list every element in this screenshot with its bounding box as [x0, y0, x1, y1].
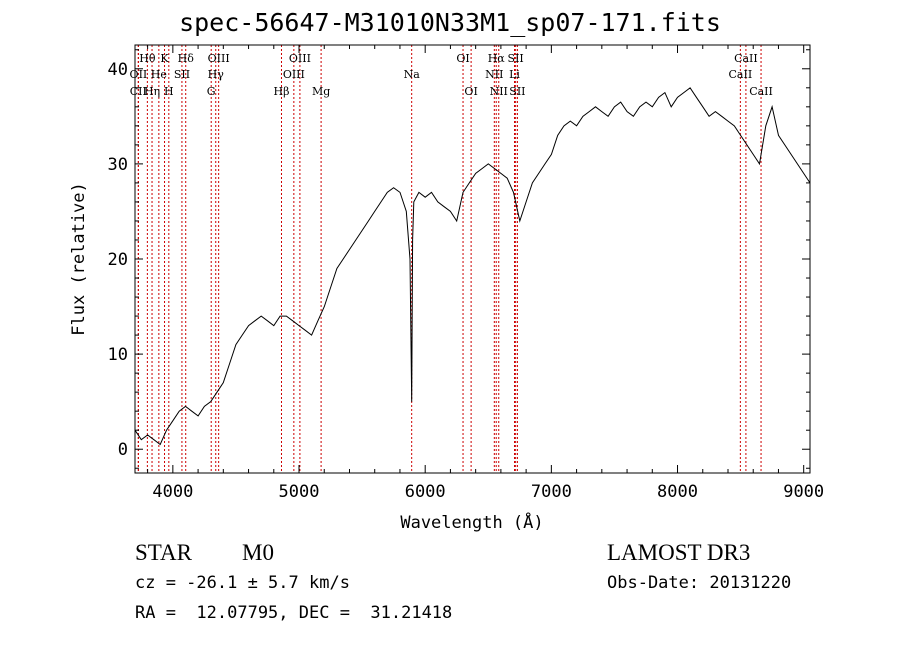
x-tick-label: 7000 — [531, 482, 572, 502]
line-marker-label: He — [151, 68, 167, 81]
line-marker-label: G — [207, 85, 216, 98]
x-tick-label: 9000 — [783, 482, 824, 502]
x-tick-label: 4000 — [152, 482, 193, 502]
x-axis-label: Wavelength (Å) — [400, 511, 543, 533]
spectrum-line — [134, 87, 811, 446]
coordinates: RA = 12.07795, DEC = 31.21418 — [135, 603, 453, 623]
x-tick-label: 6000 — [405, 482, 446, 502]
line-marker-label: K — [160, 52, 169, 65]
line-marker-label: CaII — [734, 52, 758, 65]
line-marker-label: Hγ — [208, 68, 225, 81]
x-tick-label: 5000 — [279, 482, 320, 502]
line-marker-label: Hα — [488, 52, 506, 65]
line-marker-label: CaII — [729, 68, 753, 81]
y-tick-label: 20 — [108, 250, 128, 270]
subclass-label: M0 — [242, 540, 274, 565]
y-axis-label: Flux (relative) — [69, 182, 89, 336]
cz-value: cz = -26.1 ± 5.7 km/s — [135, 573, 350, 593]
line-marker-label: OI — [456, 52, 469, 65]
chart-title: spec-56647-M31010N33M1_sp07-171.fits — [179, 8, 721, 37]
line-marker-label: CaII — [749, 85, 773, 98]
line-marker-label: NII — [485, 68, 503, 81]
line-marker-label: OII — [130, 68, 148, 81]
line-marker-label: OI — [464, 85, 477, 98]
line-marker-label: NII — [490, 85, 508, 98]
survey-label: LAMOST DR3 — [607, 540, 751, 565]
y-tick-label: 40 — [108, 60, 128, 80]
line-marker-label: CII — [130, 85, 147, 98]
y-tick-label: 30 — [108, 155, 128, 175]
plot-frame — [134, 44, 811, 474]
line-marker-label: Mg — [312, 85, 330, 98]
line-marker-label: Li — [509, 68, 520, 81]
y-tick-label: 0 — [118, 440, 128, 460]
line-marker-label: Na — [404, 68, 421, 81]
line-marker-label: OIII — [208, 52, 230, 65]
line-marker-label: SII — [508, 52, 524, 65]
class-label: STAR — [135, 540, 192, 565]
line-marker-label: H — [164, 85, 174, 98]
line-marker-label: Hβ — [274, 85, 290, 98]
line-marker-label: OIII — [283, 68, 305, 81]
line-marker-label: Hη — [144, 85, 160, 98]
line-marker-label: SII — [509, 85, 525, 98]
y-tick-label: 10 — [108, 345, 128, 365]
x-tick-label: 8000 — [657, 482, 698, 502]
line-marker-label: OIII — [289, 52, 311, 65]
line-marker-label: SII — [174, 68, 190, 81]
line-marker-label: Hθ — [139, 52, 156, 65]
line-marker-label: Hδ — [178, 52, 195, 65]
obs-date: Obs-Date: 20131220 — [607, 573, 792, 593]
